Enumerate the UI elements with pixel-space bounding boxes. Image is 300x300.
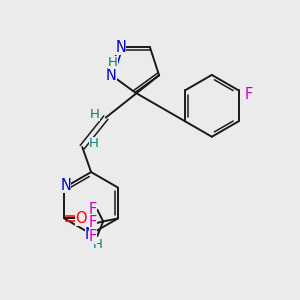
Text: H: H [108, 56, 118, 69]
Text: N: N [85, 227, 96, 242]
Text: F: F [89, 202, 97, 217]
Text: N: N [115, 40, 126, 55]
Text: F: F [89, 215, 97, 230]
Text: F: F [245, 87, 253, 102]
Text: H: H [88, 137, 98, 150]
Text: H: H [93, 238, 103, 251]
Text: N: N [60, 178, 71, 193]
Text: O: O [75, 211, 87, 226]
Text: N: N [106, 68, 117, 83]
Text: F: F [89, 229, 97, 244]
Text: H: H [90, 108, 100, 121]
